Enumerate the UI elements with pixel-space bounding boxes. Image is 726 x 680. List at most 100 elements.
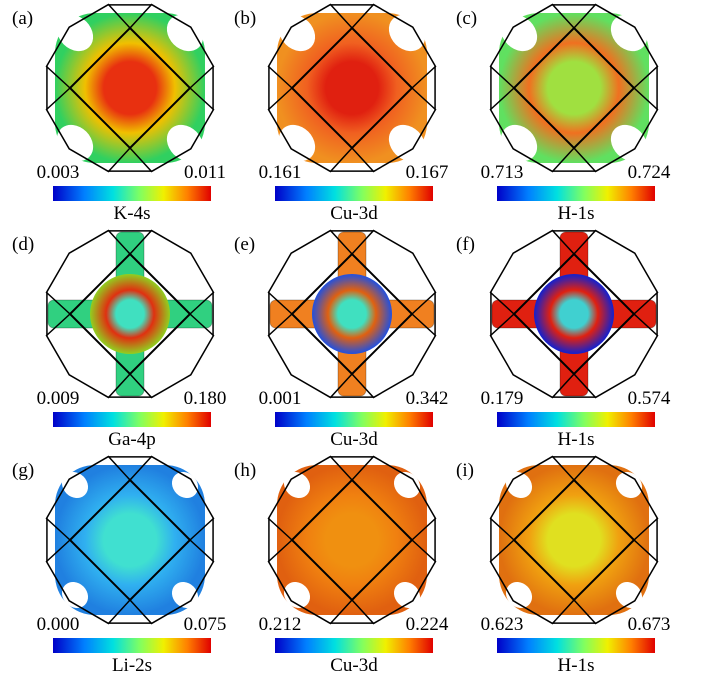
colorbar-max: 0.167 xyxy=(406,162,449,183)
bz-edge xyxy=(129,3,153,29)
bz-edge xyxy=(329,455,353,481)
bz-edge xyxy=(129,229,153,255)
colorbar-min: 0.000 xyxy=(37,614,80,635)
bz-edge xyxy=(551,229,575,255)
bz-edge xyxy=(351,229,375,255)
bz-edge xyxy=(189,539,215,563)
bz-edge xyxy=(351,147,375,173)
orbital-label: Cu-3d xyxy=(330,429,378,450)
colorbar xyxy=(497,186,655,201)
surface-hole xyxy=(500,14,538,52)
surface xyxy=(534,274,614,354)
colorbar xyxy=(497,638,655,653)
surface-hole xyxy=(61,581,89,609)
surface xyxy=(55,13,205,163)
surface-hole xyxy=(388,124,426,162)
bz-edge xyxy=(551,147,575,173)
colorbar-max: 0.011 xyxy=(184,162,226,183)
orbital-label: Cu-3d xyxy=(330,655,378,676)
colorbar xyxy=(497,412,655,427)
colorbar-max: 0.075 xyxy=(184,614,227,635)
orbital-label: H-1s xyxy=(558,655,595,676)
bz-edge xyxy=(45,313,71,337)
bz-edge xyxy=(551,599,575,625)
bz-edge xyxy=(351,455,375,481)
bz-edge xyxy=(189,65,215,89)
bz-edge xyxy=(45,87,71,111)
bz-outline xyxy=(268,4,436,172)
orbital-label: K-4s xyxy=(114,203,151,224)
panel: (c) 0.713 0.724 H-1s xyxy=(456,3,671,224)
bz-edge xyxy=(189,87,215,111)
bz-edge xyxy=(329,229,353,255)
surface-hole xyxy=(56,14,94,52)
bz-edge xyxy=(107,229,131,255)
panel: (e) 0.001 0.342 Cu-3d xyxy=(234,229,448,450)
bz-edge xyxy=(633,539,659,563)
panel: (b) 0.161 0.167 Cu-3d xyxy=(234,3,449,224)
colorbar xyxy=(53,186,211,201)
bz-edge xyxy=(411,291,437,315)
colorbar-max: 0.224 xyxy=(406,614,449,635)
bz-edge xyxy=(633,87,659,111)
surface-hole xyxy=(615,581,643,609)
orbital-label: H-1s xyxy=(558,429,595,450)
bz-edge xyxy=(329,3,353,29)
bz-edge xyxy=(45,65,71,89)
panel-label: (a) xyxy=(12,8,33,29)
bz-edge xyxy=(189,313,215,337)
bz-edge xyxy=(267,539,293,563)
bz-outline xyxy=(46,230,214,398)
bz-edge xyxy=(329,599,353,625)
bz-edge xyxy=(573,599,597,625)
surface-hole xyxy=(393,471,421,499)
surface xyxy=(277,13,427,163)
bz-edge xyxy=(351,373,375,399)
surface-hole xyxy=(61,471,89,499)
bz-edge xyxy=(573,229,597,255)
surface-hole xyxy=(283,581,311,609)
bz-edge xyxy=(129,599,153,625)
surface-hole xyxy=(171,581,199,609)
surface-hole xyxy=(610,124,648,162)
bz-edge xyxy=(107,599,131,625)
bz-edge xyxy=(633,313,659,337)
bz-edge xyxy=(489,313,515,337)
bz-edge xyxy=(129,373,153,399)
surface xyxy=(277,465,427,615)
bz-edge xyxy=(351,3,375,29)
panel: (a) 0.003 0.011 K-4s xyxy=(12,3,226,224)
bz-edge xyxy=(411,313,437,337)
colorbar-max: 0.180 xyxy=(184,388,227,409)
panel-label: (g) xyxy=(12,460,34,481)
surface xyxy=(499,465,649,615)
panel-label: (h) xyxy=(234,460,256,481)
bz-outline xyxy=(268,230,436,398)
bz-edge xyxy=(573,373,597,399)
surface-hole xyxy=(171,471,199,499)
colorbar-max: 0.574 xyxy=(628,388,671,409)
surface xyxy=(499,13,649,163)
bz-edge xyxy=(129,455,153,481)
colorbar-min: 0.161 xyxy=(259,162,302,183)
orbital-label: H-1s xyxy=(558,203,595,224)
colorbar-min: 0.009 xyxy=(37,388,80,409)
panel-label: (d) xyxy=(12,234,34,255)
bz-edge xyxy=(45,539,71,563)
bz-outline xyxy=(490,230,658,398)
bz-edge xyxy=(45,517,71,541)
colorbar-min: 0.623 xyxy=(481,614,524,635)
bz-edge xyxy=(329,373,353,399)
colorbar xyxy=(275,412,433,427)
bz-edge xyxy=(267,65,293,89)
bz-edge xyxy=(411,539,437,563)
surface-hole xyxy=(278,124,316,162)
bz-outline xyxy=(490,4,658,172)
bz-edge xyxy=(189,291,215,315)
surface-hole xyxy=(615,471,643,499)
surface-hole xyxy=(388,14,426,52)
surface xyxy=(55,465,205,615)
surface-hole xyxy=(505,581,533,609)
bz-edge xyxy=(267,291,293,315)
surface-hole xyxy=(283,471,311,499)
